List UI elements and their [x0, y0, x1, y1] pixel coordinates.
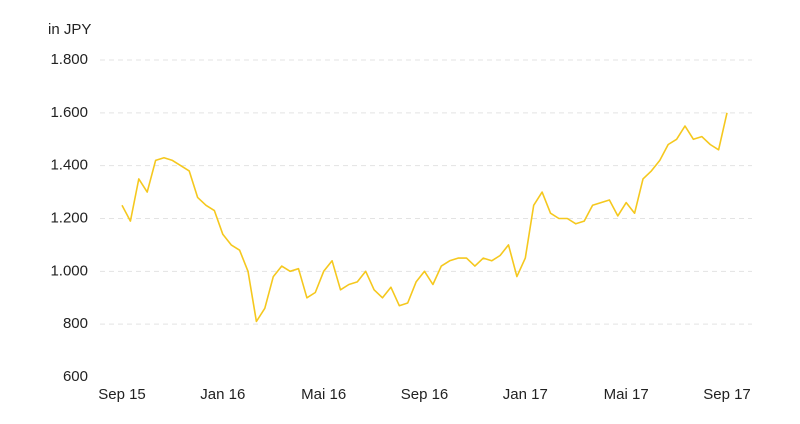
x-tick-label: Sep 17 — [703, 386, 751, 403]
x-tick-label: Mai 16 — [301, 386, 346, 403]
x-tick-label: Mai 17 — [604, 386, 649, 403]
x-tick-label: Jan 16 — [200, 386, 245, 403]
y-tick-label: 1.200 — [50, 209, 88, 226]
y-tick-label: 800 — [63, 315, 88, 332]
y-tick-label: 1.800 — [50, 51, 88, 68]
y-tick-label: 1.000 — [50, 262, 88, 279]
x-tick-label: Sep 15 — [98, 386, 146, 403]
y-tick-label: 1.400 — [50, 157, 88, 174]
x-tick-label: Jan 17 — [503, 386, 548, 403]
y-tick-label: 600 — [63, 368, 88, 385]
y-axis-label: in JPY — [48, 21, 91, 38]
y-tick-label: 1.600 — [50, 104, 88, 121]
price-line — [121, 112, 728, 323]
x-tick-label: Sep 16 — [401, 386, 449, 403]
